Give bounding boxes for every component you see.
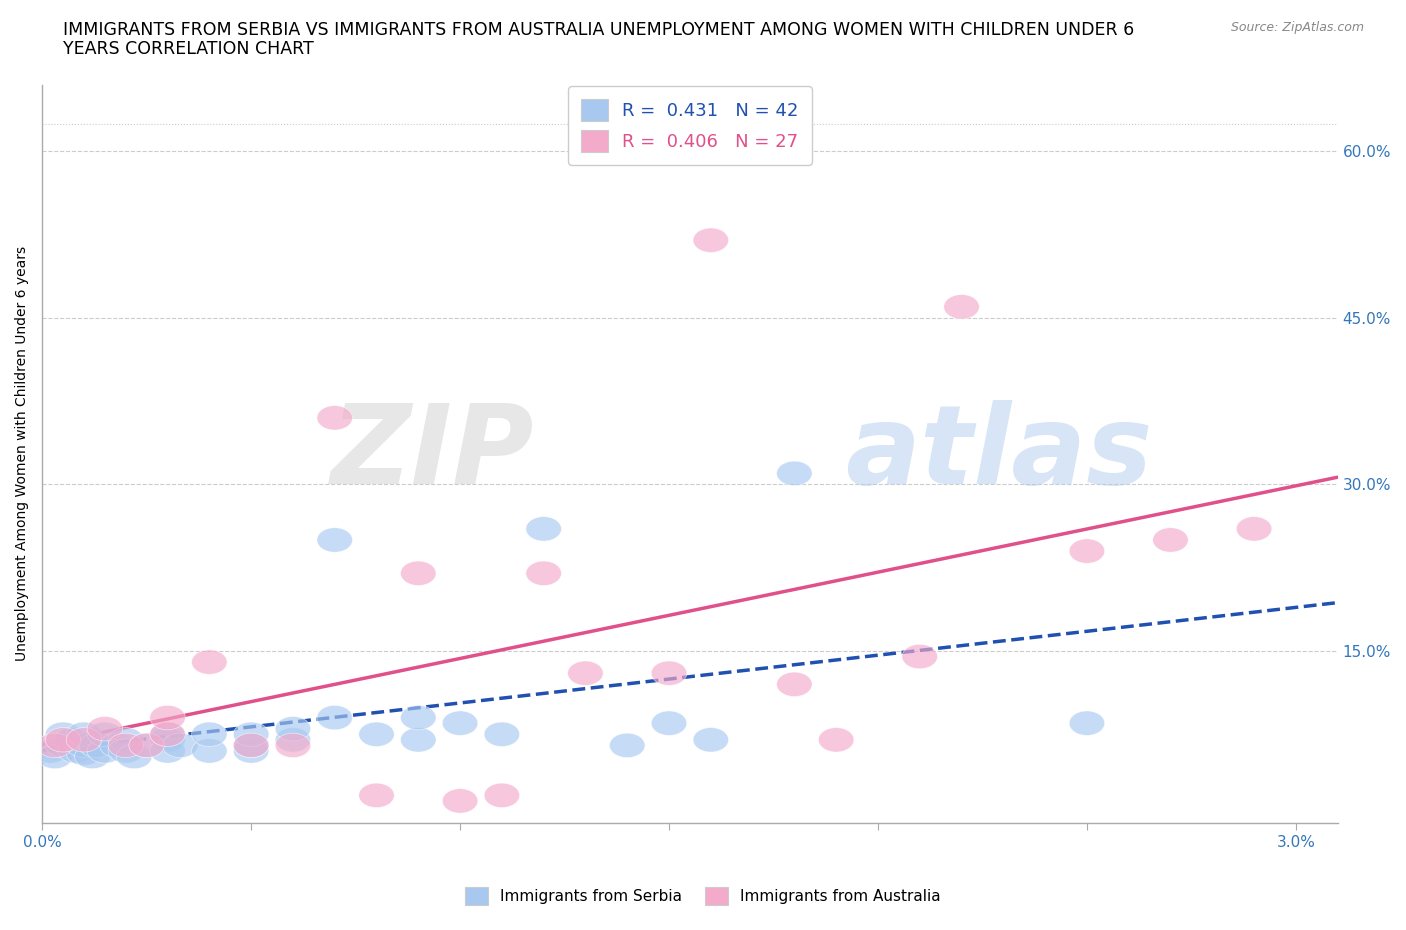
Ellipse shape — [87, 738, 122, 764]
Y-axis label: Unemployment Among Women with Children Under 6 years: Unemployment Among Women with Children U… — [15, 246, 30, 661]
Ellipse shape — [37, 733, 73, 758]
Text: YEARS CORRELATION CHART: YEARS CORRELATION CHART — [63, 40, 314, 58]
Ellipse shape — [1153, 527, 1188, 552]
Ellipse shape — [568, 661, 603, 685]
Ellipse shape — [609, 733, 645, 758]
Ellipse shape — [776, 461, 813, 485]
Ellipse shape — [693, 228, 728, 252]
Ellipse shape — [150, 722, 186, 747]
Ellipse shape — [526, 517, 561, 541]
Ellipse shape — [1236, 517, 1272, 541]
Ellipse shape — [233, 733, 269, 758]
Ellipse shape — [1069, 538, 1105, 564]
Ellipse shape — [66, 733, 101, 758]
Ellipse shape — [233, 733, 269, 758]
Ellipse shape — [233, 738, 269, 764]
Ellipse shape — [401, 561, 436, 586]
Ellipse shape — [66, 741, 101, 765]
Ellipse shape — [316, 527, 353, 552]
Ellipse shape — [87, 722, 122, 747]
Ellipse shape — [45, 733, 82, 758]
Ellipse shape — [108, 733, 143, 758]
Ellipse shape — [162, 733, 198, 758]
Text: atlas: atlas — [845, 401, 1153, 508]
Ellipse shape — [693, 727, 728, 752]
Ellipse shape — [150, 738, 186, 764]
Text: ZIP: ZIP — [330, 401, 534, 508]
Ellipse shape — [818, 727, 853, 752]
Ellipse shape — [45, 727, 82, 752]
Ellipse shape — [75, 744, 110, 769]
Ellipse shape — [484, 722, 520, 747]
Ellipse shape — [276, 727, 311, 752]
Ellipse shape — [401, 705, 436, 730]
Ellipse shape — [651, 661, 686, 685]
Ellipse shape — [191, 650, 228, 674]
Ellipse shape — [37, 744, 73, 769]
Ellipse shape — [276, 733, 311, 758]
Ellipse shape — [87, 716, 122, 741]
Ellipse shape — [943, 295, 980, 319]
Ellipse shape — [191, 722, 228, 747]
Ellipse shape — [45, 722, 82, 747]
Ellipse shape — [150, 722, 186, 747]
Ellipse shape — [316, 405, 353, 430]
Ellipse shape — [316, 705, 353, 730]
Ellipse shape — [903, 644, 938, 669]
Ellipse shape — [58, 738, 93, 764]
Ellipse shape — [66, 727, 101, 752]
Ellipse shape — [53, 727, 89, 752]
Ellipse shape — [776, 672, 813, 697]
Ellipse shape — [1069, 711, 1105, 736]
Ellipse shape — [129, 733, 165, 758]
Ellipse shape — [108, 727, 143, 752]
Ellipse shape — [150, 727, 186, 752]
Ellipse shape — [117, 744, 152, 769]
Ellipse shape — [526, 561, 561, 586]
Ellipse shape — [359, 783, 394, 807]
Ellipse shape — [100, 733, 135, 758]
Ellipse shape — [401, 727, 436, 752]
Ellipse shape — [651, 711, 686, 736]
Legend: R =  0.431   N = 42, R =  0.406   N = 27: R = 0.431 N = 42, R = 0.406 N = 27 — [568, 86, 811, 165]
Text: Source: ZipAtlas.com: Source: ZipAtlas.com — [1230, 21, 1364, 34]
Ellipse shape — [129, 733, 165, 758]
Ellipse shape — [32, 738, 69, 764]
Ellipse shape — [191, 738, 228, 764]
Ellipse shape — [443, 789, 478, 813]
Ellipse shape — [233, 722, 269, 747]
Ellipse shape — [79, 733, 114, 758]
Ellipse shape — [66, 722, 101, 747]
Ellipse shape — [276, 716, 311, 741]
Ellipse shape — [359, 722, 394, 747]
Ellipse shape — [150, 705, 186, 730]
Legend: Immigrants from Serbia, Immigrants from Australia: Immigrants from Serbia, Immigrants from … — [458, 882, 948, 911]
Ellipse shape — [443, 711, 478, 736]
Text: IMMIGRANTS FROM SERBIA VS IMMIGRANTS FROM AUSTRALIA UNEMPLOYMENT AMONG WOMEN WIT: IMMIGRANTS FROM SERBIA VS IMMIGRANTS FRO… — [63, 21, 1135, 39]
Ellipse shape — [484, 783, 520, 807]
Ellipse shape — [108, 738, 143, 764]
